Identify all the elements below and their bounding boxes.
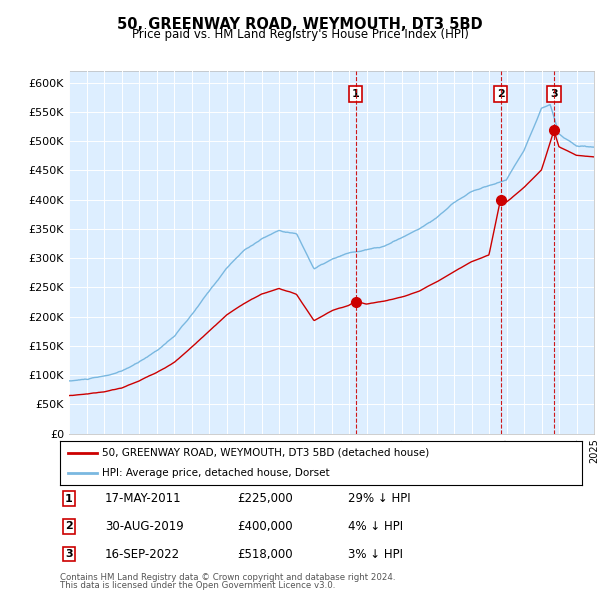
- Text: Contains HM Land Registry data © Crown copyright and database right 2024.: Contains HM Land Registry data © Crown c…: [60, 572, 395, 582]
- Text: 1: 1: [352, 89, 359, 99]
- Text: Price paid vs. HM Land Registry's House Price Index (HPI): Price paid vs. HM Land Registry's House …: [131, 28, 469, 41]
- Text: 17-MAY-2011: 17-MAY-2011: [105, 492, 182, 505]
- Text: £225,000: £225,000: [237, 492, 293, 505]
- Text: 3: 3: [550, 89, 558, 99]
- Text: 3% ↓ HPI: 3% ↓ HPI: [348, 548, 403, 560]
- Text: 1: 1: [65, 494, 73, 503]
- Text: 3: 3: [65, 549, 73, 559]
- Text: 2: 2: [65, 522, 73, 531]
- Text: 2: 2: [497, 89, 505, 99]
- Text: 16-SEP-2022: 16-SEP-2022: [105, 548, 180, 560]
- Text: 29% ↓ HPI: 29% ↓ HPI: [348, 492, 410, 505]
- Text: 50, GREENWAY ROAD, WEYMOUTH, DT3 5BD: 50, GREENWAY ROAD, WEYMOUTH, DT3 5BD: [117, 17, 483, 31]
- Text: £400,000: £400,000: [237, 520, 293, 533]
- Text: 30-AUG-2019: 30-AUG-2019: [105, 520, 184, 533]
- Text: HPI: Average price, detached house, Dorset: HPI: Average price, detached house, Dors…: [102, 468, 329, 478]
- Text: This data is licensed under the Open Government Licence v3.0.: This data is licensed under the Open Gov…: [60, 581, 335, 590]
- Text: 4% ↓ HPI: 4% ↓ HPI: [348, 520, 403, 533]
- Text: 50, GREENWAY ROAD, WEYMOUTH, DT3 5BD (detached house): 50, GREENWAY ROAD, WEYMOUTH, DT3 5BD (de…: [102, 448, 429, 458]
- Text: £518,000: £518,000: [237, 548, 293, 560]
